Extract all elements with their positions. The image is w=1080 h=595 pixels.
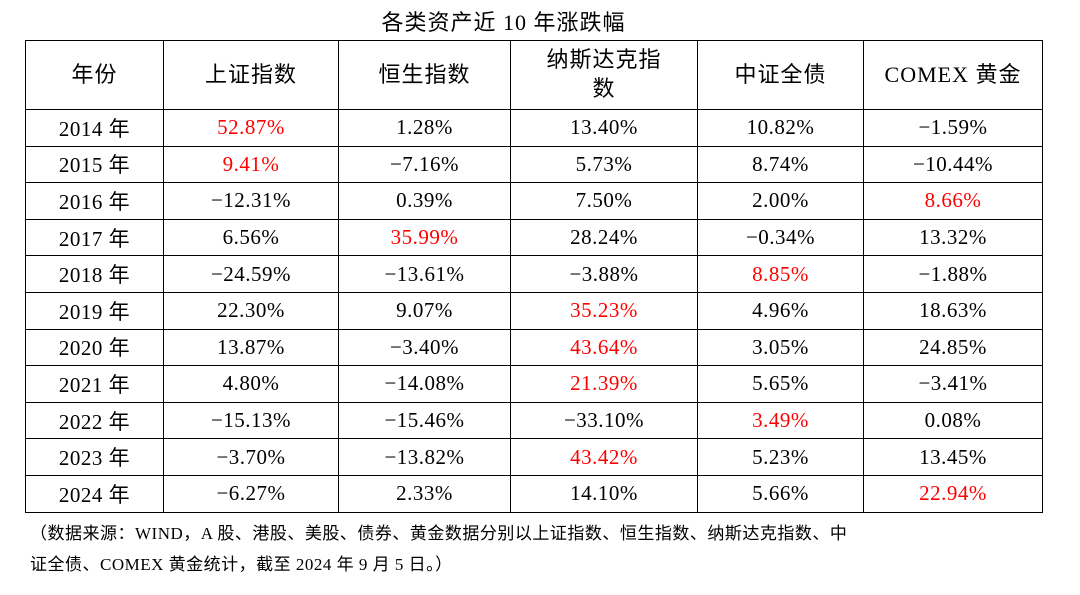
value-cell: 13.32% <box>863 218 1043 257</box>
year-cell: 2024 年 <box>25 474 164 513</box>
value-cell: 4.96% <box>697 291 864 330</box>
value-cell: −15.46% <box>338 401 511 440</box>
value-cell: 35.23% <box>510 291 698 330</box>
value-cell: 18.63% <box>863 291 1043 330</box>
col-header-nasdaq-index: 纳斯达克指数 <box>510 40 698 110</box>
value-cell: 22.30% <box>163 291 339 330</box>
year-cell: 2020 年 <box>25 328 164 367</box>
value-cell: 7.50% <box>510 182 698 220</box>
value-cell: 1.28% <box>338 109 511 147</box>
table-row: 2017 年 6.56% 35.99% 28.24% −0.34% 13.32% <box>25 218 1043 257</box>
value-cell: 13.40% <box>510 109 698 147</box>
year-cell: 2015 年 <box>25 145 164 184</box>
value-cell: −12.31% <box>163 182 339 220</box>
value-cell: 43.42% <box>510 438 698 476</box>
value-cell: 5.73% <box>510 145 698 184</box>
value-cell: 8.74% <box>697 145 864 184</box>
value-cell: −15.13% <box>163 401 339 440</box>
value-cell: 22.94% <box>863 474 1043 513</box>
value-cell: 9.07% <box>338 291 511 330</box>
col-header-comex-gold: COMEX 黄金 <box>863 40 1043 110</box>
footnote-line-2: 证全债、COMEX 黄金统计，截至 2024 年 9 月 5 日。） <box>30 555 453 574</box>
value-cell: 0.39% <box>338 182 511 220</box>
value-cell: 28.24% <box>510 218 698 257</box>
value-cell: 5.23% <box>697 438 864 476</box>
value-cell: 24.85% <box>863 328 1043 367</box>
year-cell: 2019 年 <box>25 291 164 330</box>
value-cell: 3.05% <box>697 328 864 367</box>
asset-returns-table: 年份 上证指数 恒生指数 纳斯达克指数 中证全债 COMEX 黄金 2014 年… <box>25 40 1043 513</box>
value-cell: 8.85% <box>697 255 864 293</box>
table-row: 2018 年 −24.59% −13.61% −3.88% 8.85% −1.88% <box>25 255 1043 293</box>
value-cell: 6.56% <box>163 218 339 257</box>
table-row: 2023 年 −3.70% −13.82% 43.42% 5.23% 13.45% <box>25 438 1043 476</box>
table-title: 各类资产近 10 年涨跌幅 <box>381 10 626 35</box>
value-cell: −0.34% <box>697 218 864 257</box>
year-cell: 2021 年 <box>25 365 164 403</box>
col-header-year: 年份 <box>25 40 164 110</box>
table-row: 2019 年 22.30% 9.07% 35.23% 4.96% 18.63% <box>25 291 1043 330</box>
year-cell: 2022 年 <box>25 401 164 440</box>
table-row: 2014 年 52.87% 1.28% 13.40% 10.82% −1.59% <box>25 109 1043 147</box>
col-header-csi-aggregate-bond: 中证全债 <box>697 40 864 110</box>
year-cell: 2017 年 <box>25 218 164 257</box>
value-cell: 5.66% <box>697 474 864 513</box>
value-cell: 8.66% <box>863 182 1043 220</box>
value-cell: −6.27% <box>163 474 339 513</box>
value-cell: 4.80% <box>163 365 339 403</box>
year-cell: 2016 年 <box>25 182 164 220</box>
footnote: （数据来源：WIND，A 股、港股、美股、债券、黄金数据分别以上证指数、恒生指数… <box>30 518 1050 580</box>
table-body: 2014 年 52.87% 1.28% 13.40% 10.82% −1.59% 2015 … <box>25 109 1043 513</box>
value-cell: 5.65% <box>697 365 864 403</box>
value-cell: 13.45% <box>863 438 1043 476</box>
value-cell: 0.08% <box>863 401 1043 440</box>
value-cell: 13.87% <box>163 328 339 367</box>
table-row: 2016 年 −12.31% 0.39% 7.50% 2.00% 8.66% <box>25 182 1043 220</box>
value-cell: −10.44% <box>863 145 1043 184</box>
value-cell: −33.10% <box>510 401 698 440</box>
value-cell: −3.40% <box>338 328 511 367</box>
value-cell: −1.88% <box>863 255 1043 293</box>
table-row: 2020 年 13.87% −3.40% 43.64% 3.05% 24.85% <box>25 328 1043 367</box>
table-row: 2021 年 4.80% −14.08% 21.39% 5.65% −3.41% <box>25 365 1043 403</box>
value-cell: −13.61% <box>338 255 511 293</box>
col-header-sse-index: 上证指数 <box>163 40 339 110</box>
table-header: 年份 上证指数 恒生指数 纳斯达克指数 中证全债 COMEX 黄金 <box>25 40 1043 110</box>
value-cell: 3.49% <box>697 401 864 440</box>
table-row: 2015 年 9.41% −7.16% 5.73% 8.74% −10.44% <box>25 145 1043 184</box>
header-row: 年份 上证指数 恒生指数 纳斯达克指数 中证全债 COMEX 黄金 <box>25 40 1043 110</box>
value-cell: −3.88% <box>510 255 698 293</box>
value-cell: 43.64% <box>510 328 698 367</box>
value-cell: 21.39% <box>510 365 698 403</box>
value-cell: −3.70% <box>163 438 339 476</box>
value-cell: 10.82% <box>697 109 864 147</box>
value-cell: −3.41% <box>863 365 1043 403</box>
value-cell: 14.10% <box>510 474 698 513</box>
value-cell: 52.87% <box>163 109 339 147</box>
value-cell: −24.59% <box>163 255 339 293</box>
value-cell: 2.00% <box>697 182 864 220</box>
col-header-hang-seng-index: 恒生指数 <box>338 40 511 110</box>
col-header-nasdaq-label: 纳斯达克指数 <box>546 46 662 102</box>
value-cell: −7.16% <box>338 145 511 184</box>
year-cell: 2023 年 <box>25 438 164 476</box>
value-cell: 2.33% <box>338 474 511 513</box>
value-cell: 35.99% <box>338 218 511 257</box>
footnote-line-1: （数据来源：WIND，A 股、港股、美股、债券、黄金数据分别以上证指数、恒生指数… <box>30 524 848 543</box>
year-cell: 2014 年 <box>25 109 164 147</box>
table-row: 2024 年 −6.27% 2.33% 14.10% 5.66% 22.94% <box>25 474 1043 513</box>
value-cell: 9.41% <box>163 145 339 184</box>
table-row: 2022 年 −15.13% −15.46% −33.10% 3.49% 0.08% <box>25 401 1043 440</box>
value-cell: −14.08% <box>338 365 511 403</box>
value-cell: −1.59% <box>863 109 1043 147</box>
year-cell: 2018 年 <box>25 255 164 293</box>
value-cell: −13.82% <box>338 438 511 476</box>
